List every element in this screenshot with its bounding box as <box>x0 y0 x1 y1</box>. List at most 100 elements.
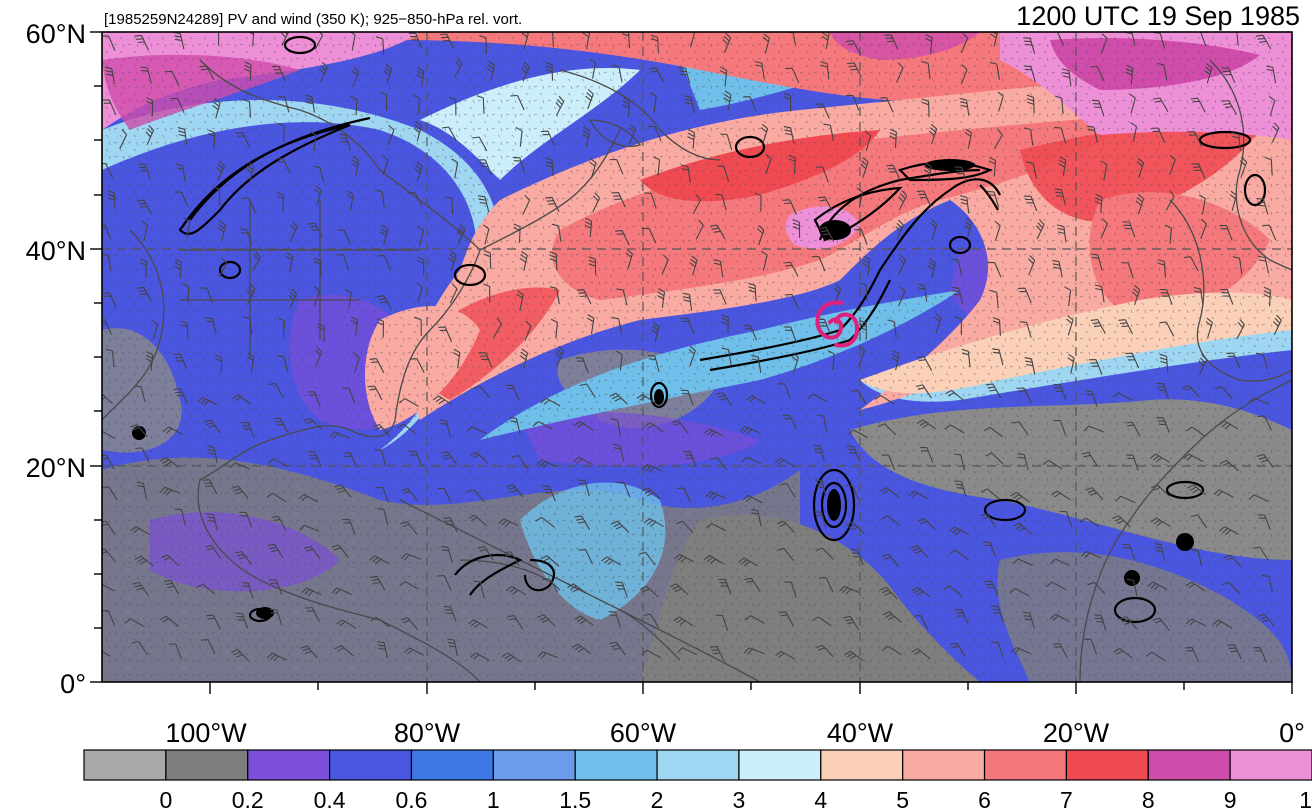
wind-barb <box>1159 321 1175 337</box>
wind-barb <box>573 456 594 466</box>
wind-barb <box>374 449 386 467</box>
wind-barb <box>483 283 491 303</box>
wind-barb <box>827 350 835 370</box>
wind-barb <box>574 615 594 626</box>
wind-barb <box>611 192 626 208</box>
wind-barb <box>397 423 417 435</box>
wind-barb <box>673 616 694 627</box>
wind-barb <box>438 326 453 343</box>
wind-barb <box>916 190 931 206</box>
wind-barb <box>608 611 621 628</box>
wind-barb <box>776 547 795 562</box>
wind-barb <box>862 255 871 276</box>
wind-barb <box>687 129 695 149</box>
wind-barb <box>399 581 420 590</box>
wind-barb <box>601 556 621 566</box>
colorbar-box <box>820 749 904 781</box>
wind-barb <box>765 153 772 174</box>
wind-barb <box>278 317 286 337</box>
colorbar-label: 8 <box>1142 787 1155 810</box>
wind-barb <box>235 132 250 148</box>
wind-barb <box>1229 190 1238 211</box>
vorticity-contours <box>178 35 1267 624</box>
wind-barb <box>134 555 154 567</box>
strong-vorticity-centers <box>132 159 1194 619</box>
wind-barb <box>784 581 797 598</box>
wind-barb <box>382 155 389 176</box>
wind-barb <box>510 94 525 111</box>
wind-barb <box>680 389 694 406</box>
wind-barb <box>1213 489 1234 498</box>
wind-barb <box>775 650 796 660</box>
wind-barb <box>376 507 389 526</box>
wind-barb <box>506 484 524 498</box>
wind-barb <box>750 508 762 527</box>
wind-barb <box>1115 495 1136 504</box>
wind-barb <box>1113 648 1133 659</box>
wind-barb <box>738 557 758 567</box>
wind-barb <box>173 388 188 404</box>
wind-barb <box>1191 163 1206 179</box>
graticule <box>102 32 1292 682</box>
wind-barb <box>414 316 422 336</box>
lon-label-20w: 20°W <box>1043 718 1110 748</box>
wind-barb <box>102 99 117 115</box>
wind-barb <box>1059 510 1073 527</box>
wind-barb <box>989 289 999 309</box>
wind-barb <box>1083 425 1104 433</box>
wind-barb <box>675 520 694 534</box>
wind-barb <box>1248 397 1269 405</box>
colorbar-label: 2 <box>651 787 664 810</box>
wind-barb <box>1035 219 1045 240</box>
wind-barb <box>537 651 558 659</box>
wind-barb <box>690 32 696 48</box>
wind-barb <box>1022 611 1035 629</box>
wind-barb <box>244 61 252 81</box>
wind-barb <box>507 615 524 630</box>
wind-barb <box>710 646 725 662</box>
wind-barb <box>1248 494 1269 503</box>
wind-barb <box>1084 638 1098 655</box>
wind-barb <box>1149 453 1170 463</box>
wind-barb <box>642 227 657 244</box>
wind-barb <box>886 164 901 181</box>
wind-barb <box>1026 94 1035 114</box>
wind-barb <box>1046 581 1067 591</box>
wind-barb <box>948 526 969 536</box>
wind-barb <box>960 64 968 85</box>
wind-barb <box>710 224 726 240</box>
colorbar-box <box>329 749 413 781</box>
wind-barb <box>719 66 728 87</box>
figure-title-left: [1985259N24289] PV and wind (350 K); 925… <box>104 11 522 28</box>
wind-barb <box>1126 578 1138 597</box>
wind-barb <box>774 457 795 467</box>
wind-barb <box>478 195 490 213</box>
wind-barb <box>723 90 732 111</box>
axis-ticks <box>90 31 1293 694</box>
wind-barb <box>105 348 115 367</box>
wind-barb <box>102 650 111 657</box>
wind-barb <box>141 220 148 241</box>
wind-barb <box>921 61 931 80</box>
wind-barb <box>815 479 827 497</box>
wind-barb <box>519 250 528 272</box>
wind-barb <box>550 318 558 339</box>
wind-barb <box>1159 353 1169 373</box>
wind-barb <box>1256 198 1269 215</box>
wind-barb <box>196 583 216 595</box>
wind-barb <box>741 456 762 464</box>
wind-barb <box>575 357 589 374</box>
wind-barb <box>414 161 423 182</box>
wind-barb <box>1049 558 1071 567</box>
wind-barb <box>1182 384 1200 398</box>
wind-barb <box>199 287 214 304</box>
wind-barb <box>467 619 488 629</box>
wind-barb <box>246 283 256 305</box>
wind-barb <box>951 286 964 304</box>
wind-barb <box>400 521 418 535</box>
wind-barb <box>472 136 488 152</box>
wind-barb <box>346 190 354 211</box>
wind-barb <box>205 317 217 335</box>
wind-barb <box>811 255 826 272</box>
